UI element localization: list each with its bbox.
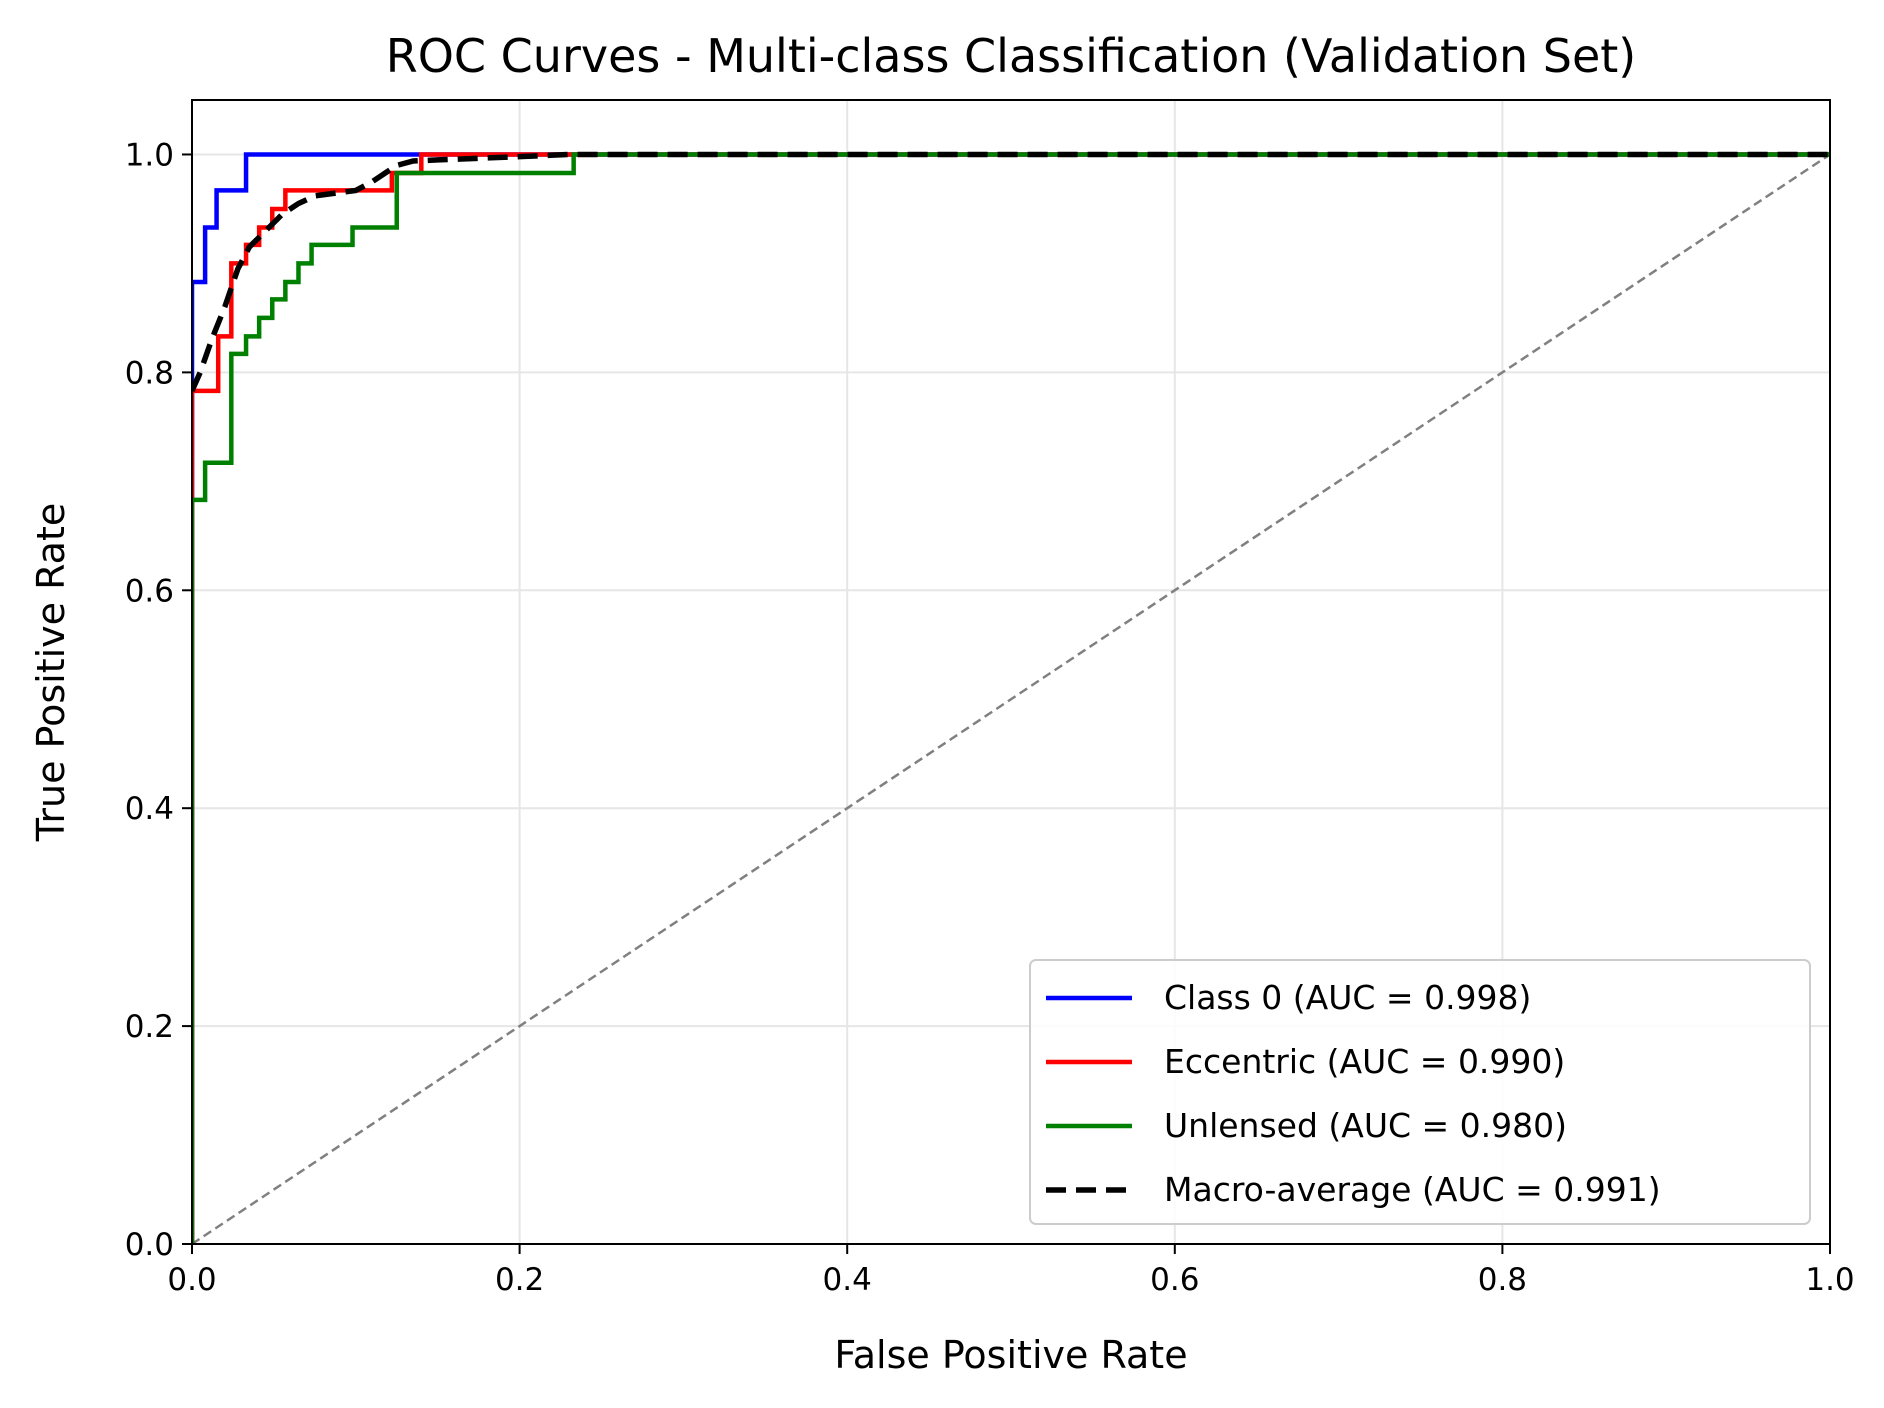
y-tick-label: 0.6 (125, 573, 174, 609)
plot-area (192, 151, 1831, 1246)
y-tick-label: 0.0 (125, 1227, 174, 1263)
chance-reference-line (192, 153, 1831, 1246)
legend-label-3: Macro-average (AUC = 0.991) (1164, 1170, 1661, 1209)
x-tick-label: 0.6 (1150, 1262, 1199, 1298)
legend-box (1029, 959, 1811, 1225)
y-tick-label: 0.8 (125, 355, 174, 391)
axes-frame (191, 99, 1831, 1245)
legend-label-2: Unlensed (AUC = 0.980) (1164, 1106, 1567, 1145)
y-axis-label: True Positive Rate (29, 503, 73, 843)
roc-series-line-3 (192, 151, 1830, 393)
x-tick-label: 0.8 (1478, 1262, 1527, 1298)
x-axis-label: False Positive Rate (834, 1333, 1187, 1377)
x-tick-label: 1.0 (1805, 1262, 1854, 1298)
y-tick-label: 0.4 (125, 791, 174, 827)
y-tick-label: 1.0 (125, 137, 174, 173)
x-tick-label: 0.0 (167, 1262, 216, 1298)
x-tick-label: 0.4 (823, 1262, 872, 1298)
x-tick-label: 0.2 (495, 1262, 544, 1298)
ticks: 0.0 0.2 0.4 0.6 0.8 1.0 0.0 0.2 0.4 0.6 0.8 1.0 (125, 137, 1855, 1298)
roc-series-line-2 (192, 152, 1830, 1244)
y-tick-label: 0.2 (125, 1009, 174, 1045)
legend-label-0: Class 0 (AUC = 0.998) (1164, 978, 1531, 1017)
chart-title: ROC Curves - Multi-class Classification … (386, 29, 1636, 83)
legend-label-1: Eccentric (AUC = 0.990) (1164, 1042, 1565, 1081)
legend: Class 0 (AUC = 0.998) Eccentric (AUC = 0.… (1029, 959, 1811, 1225)
